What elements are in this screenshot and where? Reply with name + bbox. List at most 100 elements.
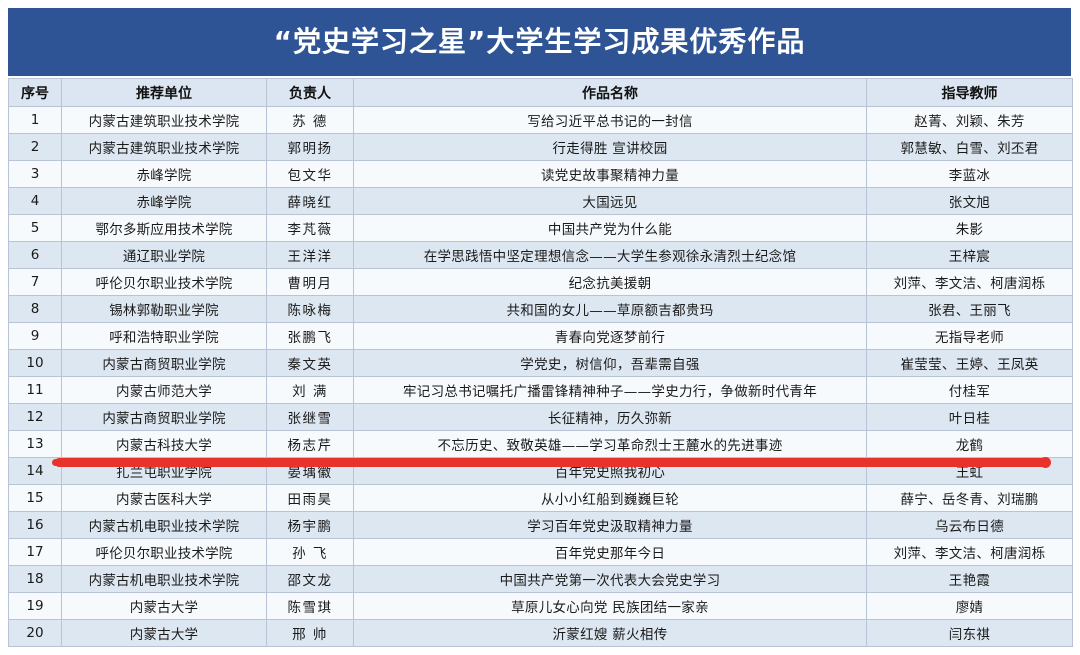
table-row: 8 锡林郭勒职业学院 陈咏梅 共和国的女儿——草原额吉都贵玛 张君、王丽飞 — [8, 295, 1073, 323]
title-banner: “党史学习之星”大学生学习成果优秀作品 — [8, 8, 1071, 76]
advisor-teacher-cell: 张文旭 — [866, 187, 1073, 215]
row-index-cell: 10 — [8, 349, 62, 377]
column-header-no: 序号 — [8, 78, 62, 107]
row-index-cell: 15 — [8, 484, 62, 512]
responsible-person-cell: 包文华 — [266, 160, 354, 188]
row-index-cell: 3 — [8, 160, 62, 188]
table-row: 16 内蒙古机电职业技术学院 杨宇鹏 学习百年党史汲取精神力量 乌云布日德 — [8, 511, 1073, 539]
table-row: 11 内蒙古师范大学刘 满牢记习总书记嘱托广播雷锋精神种子——学史力行，争做新时代… — [8, 376, 1073, 404]
table-row: 17 呼伦贝尔职业技术学院孙 飞百年党史那年今日 刘萍、李文洁、柯唐润栎 — [8, 538, 1073, 566]
recommending-unit-cell: 内蒙古机电职业技术学院 — [61, 511, 267, 539]
advisor-teacher-cell: 王梓宸 — [866, 241, 1073, 269]
table-row: 19 内蒙古大学 陈雪琪 草原儿女心向党 民族团结一家亲 廖婧 — [8, 592, 1073, 620]
table-row: 4 赤峰学院 薛晓红 大国远见 张文旭 — [8, 187, 1073, 215]
recommending-unit-cell: 内蒙古大学 — [61, 619, 267, 647]
responsible-person-cell: 张鹏飞 — [266, 322, 354, 350]
work-title-cell: 读党史故事聚精神力量 — [353, 160, 867, 188]
responsible-person-cell: 苏 德 — [266, 106, 354, 134]
work-title-cell: 长征精神，历久弥新 — [353, 403, 867, 431]
responsible-person-cell: 张继雪 — [266, 403, 354, 431]
table-row: 5 鄂尔多斯应用技术学院 李芃薇 中国共产党为什么能 朱影 — [8, 214, 1073, 242]
responsible-person-cell: 郭明扬 — [266, 133, 354, 161]
work-title-cell: 共和国的女儿——草原额吉都贵玛 — [353, 295, 867, 323]
table-row: 20 内蒙古大学邢 帅沂蒙红嫂 薪火相传 闫东祺 — [8, 619, 1073, 647]
table-row: 13 内蒙古科技大学 杨志芹 不忘历史、致敬英雄——学习革命烈士王麓水的先进事迹 龙鹤 — [8, 430, 1073, 458]
row-index-cell: 20 — [8, 619, 62, 647]
table-header: 序号 推荐单位 负责人 作品名称 指导教师 — [8, 78, 1073, 107]
work-title-cell: 沂蒙红嫂 薪火相传 — [353, 619, 867, 647]
advisor-teacher-cell: 薛宁、岳冬青、刘瑞鹏 — [866, 484, 1073, 512]
responsible-person-cell: 邢 帅 — [266, 619, 354, 647]
row-index-cell: 19 — [8, 592, 62, 620]
responsible-person-cell: 曹明月 — [266, 268, 354, 296]
work-title-cell: 中国共产党第一次代表大会党史学习 — [353, 565, 867, 593]
recommending-unit-cell: 鄂尔多斯应用技术学院 — [61, 214, 267, 242]
recommending-unit-cell: 内蒙古建筑职业技术学院 — [61, 106, 267, 134]
table-row: 15 内蒙古医科大学 田雨昊 从小小红船到巍巍巨轮 薛宁、岳冬青、刘瑞鹏 — [8, 484, 1073, 512]
advisor-teacher-cell: 张君、王丽飞 — [866, 295, 1073, 323]
responsible-person-cell: 刘 满 — [266, 376, 354, 404]
responsible-person-cell: 杨宇鹏 — [266, 511, 354, 539]
responsible-person-cell: 陈咏梅 — [266, 295, 354, 323]
advisor-teacher-cell: 崔莹莹、王婷、王凤英 — [866, 349, 1073, 377]
table-body: 1 内蒙古建筑职业技术学院苏 德写给习近平总书记的一封信 赵菁、刘颖、朱芳 2 内蒙古建… — [8, 106, 1073, 647]
advisor-teacher-cell: 刘萍、李文洁、柯唐润栎 — [866, 538, 1073, 566]
recommending-unit-cell: 内蒙古大学 — [61, 592, 267, 620]
row-index-cell: 9 — [8, 322, 62, 350]
work-title-cell: 行走得胜 宣讲校园 — [353, 133, 867, 161]
responsible-person-cell: 李芃薇 — [266, 214, 354, 242]
advisor-teacher-cell: 付桂军 — [866, 376, 1073, 404]
results-table-container: 序号 推荐单位 负责人 作品名称 指导教师 1 内蒙古建筑职业技术学院苏 德写给习… — [8, 78, 1073, 647]
row-index-cell: 18 — [8, 565, 62, 593]
work-title-cell: 学党史，树信仰，吾辈需自强 — [353, 349, 867, 377]
row-index-cell: 17 — [8, 538, 62, 566]
advisor-teacher-cell: 龙鹤 — [866, 430, 1073, 458]
results-table: 序号 推荐单位 负责人 作品名称 指导教师 1 内蒙古建筑职业技术学院苏 德写给习… — [8, 78, 1073, 647]
row-index-cell: 6 — [8, 241, 62, 269]
recommending-unit-cell: 内蒙古医科大学 — [61, 484, 267, 512]
responsible-person-cell: 邵文龙 — [266, 565, 354, 593]
responsible-person-cell: 陈雪琪 — [266, 592, 354, 620]
work-title-cell: 牢记习总书记嘱托广播雷锋精神种子——学史力行，争做新时代青年 — [353, 376, 867, 404]
responsible-person-cell: 秦文英 — [266, 349, 354, 377]
row-index-cell: 12 — [8, 403, 62, 431]
recommending-unit-cell: 内蒙古科技大学 — [61, 430, 267, 458]
recommending-unit-cell: 赤峰学院 — [61, 187, 267, 215]
recommending-unit-cell: 呼伦贝尔职业技术学院 — [61, 538, 267, 566]
responsible-person-cell: 杨志芹 — [266, 430, 354, 458]
table-row: 10 内蒙古商贸职业学院 秦文英 学党史，树信仰，吾辈需自强 崔莹莹、王婷、王凤英 — [8, 349, 1073, 377]
recommending-unit-cell: 内蒙古师范大学 — [61, 376, 267, 404]
responsible-person-cell: 孙 飞 — [266, 538, 354, 566]
work-title-cell: 草原儿女心向党 民族团结一家亲 — [353, 592, 867, 620]
recommending-unit-cell: 赤峰学院 — [61, 160, 267, 188]
work-title-cell: 不忘历史、致敬英雄——学习革命烈士王麓水的先进事迹 — [353, 430, 867, 458]
recommending-unit-cell: 内蒙古建筑职业技术学院 — [61, 133, 267, 161]
responsible-person-cell: 薛晓红 — [266, 187, 354, 215]
advisor-teacher-cell: 闫东祺 — [866, 619, 1073, 647]
advisor-teacher-cell: 无指导老师 — [866, 322, 1073, 350]
table-row: 18 内蒙古机电职业技术学院 邵文龙 中国共产党第一次代表大会党史学习 王艳霞 — [8, 565, 1073, 593]
recommending-unit-cell: 锡林郭勒职业学院 — [61, 295, 267, 323]
table-row: 1 内蒙古建筑职业技术学院苏 德写给习近平总书记的一封信 赵菁、刘颖、朱芳 — [8, 106, 1073, 134]
recommending-unit-cell: 内蒙古商贸职业学院 — [61, 403, 267, 431]
column-header-work: 作品名称 — [353, 78, 867, 107]
recommending-unit-cell: 内蒙古商贸职业学院 — [61, 349, 267, 377]
work-title-cell: 在学思践悟中坚定理想信念——大学生参观徐永清烈士纪念馆 — [353, 241, 867, 269]
responsible-person-cell: 田雨昊 — [266, 484, 354, 512]
row-index-cell: 4 — [8, 187, 62, 215]
row-index-cell: 14 — [8, 457, 62, 485]
table-row: 3 赤峰学院 包文华 读党史故事聚精神力量 李蓝冰 — [8, 160, 1073, 188]
page-title: “党史学习之星”大学生学习成果优秀作品 — [273, 25, 806, 58]
responsible-person-cell: 王洋洋 — [266, 241, 354, 269]
advisor-teacher-cell: 郭慧敏、白雪、刘丕君 — [866, 133, 1073, 161]
advisor-teacher-cell: 叶日桂 — [866, 403, 1073, 431]
recommending-unit-cell: 内蒙古机电职业技术学院 — [61, 565, 267, 593]
row-index-cell: 1 — [8, 106, 62, 134]
advisor-teacher-cell: 刘萍、李文洁、柯唐润栎 — [866, 268, 1073, 296]
work-title-cell: 从小小红船到巍巍巨轮 — [353, 484, 867, 512]
advisor-teacher-cell: 乌云布日德 — [866, 511, 1073, 539]
column-header-teacher: 指导教师 — [866, 78, 1073, 107]
work-title-cell: 学习百年党史汲取精神力量 — [353, 511, 867, 539]
work-title-cell: 写给习近平总书记的一封信 — [353, 106, 867, 134]
table-row: 2 内蒙古建筑职业技术学院 郭明扬 行走得胜 宣讲校园 郭慧敏、白雪、刘丕君 — [8, 133, 1073, 161]
